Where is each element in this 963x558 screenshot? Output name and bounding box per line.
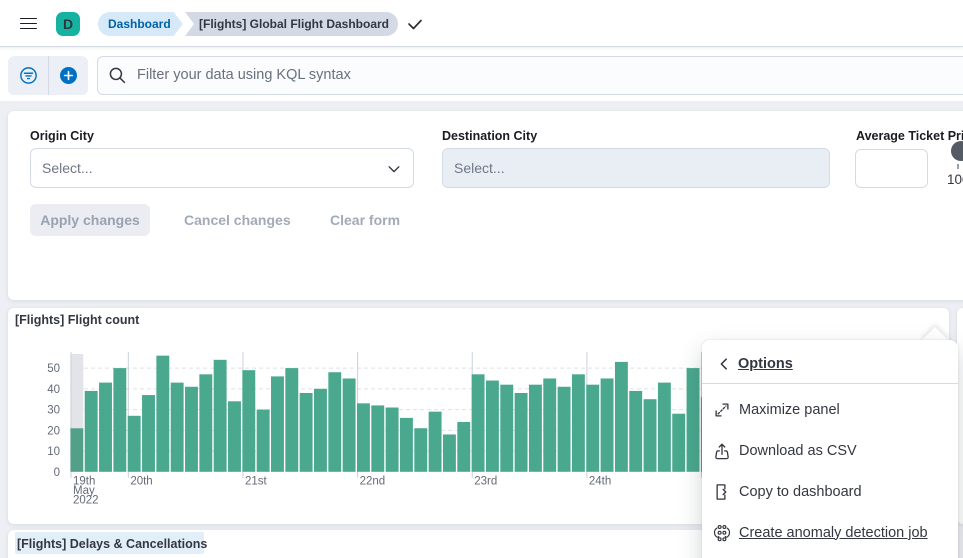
svg-text:May: May [73,485,95,497]
svg-text:50: 50 [47,363,60,375]
svg-text:19th: 19th [73,475,95,487]
svg-text:10: 10 [47,446,60,458]
svg-text:40: 40 [47,384,60,396]
svg-text:20th: 20th [130,475,152,487]
svg-text:20: 20 [47,425,60,437]
svg-text:2022: 2022 [73,495,99,507]
svg-text:23rd: 23rd [474,475,497,487]
svg-text:30: 30 [47,405,60,417]
svg-text:21st: 21st [245,475,268,487]
svg-text:24th: 24th [589,475,611,487]
svg-text:0: 0 [54,467,60,479]
svg-text:22nd: 22nd [360,475,386,487]
